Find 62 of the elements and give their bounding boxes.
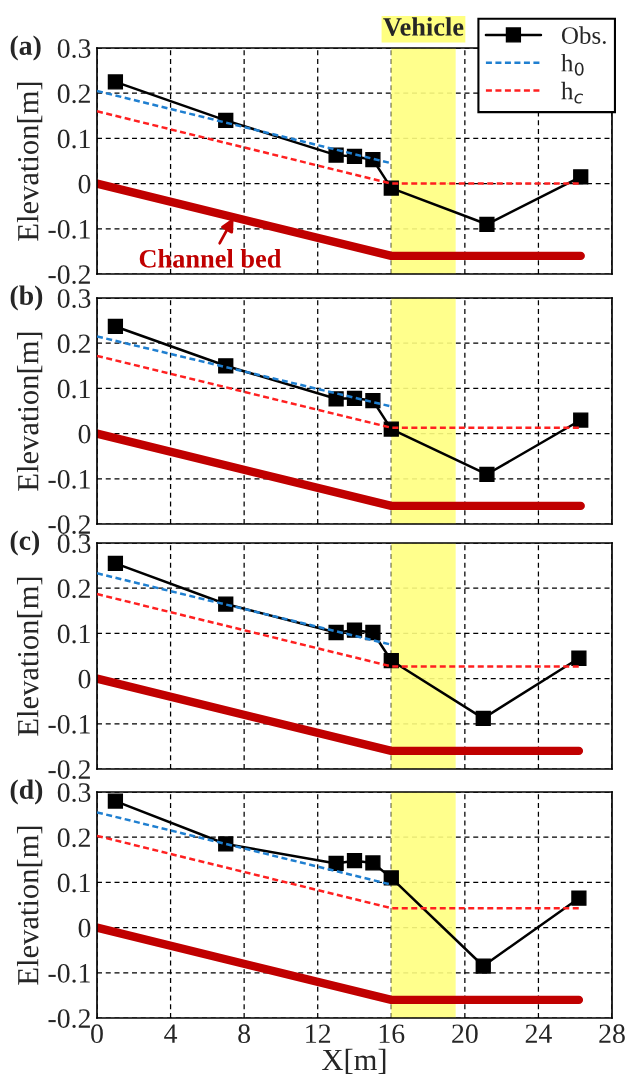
point [571,890,587,906]
point [107,555,124,571]
y-tick-label: 0.2 [57,84,90,104]
y-tick-label: -0.1 [48,219,90,239]
y-tick-label: 0.1 [57,873,90,893]
y-tick-label: -0.2 [48,265,90,285]
annotation: Channel bed [139,249,282,268]
x-tick-label: 12 [306,1024,331,1043]
y-tick-label: -0.1 [48,714,90,734]
y-tick-label: 0.2 [57,828,90,848]
x-tick-label: 28 [599,1024,625,1044]
y-tick-label: -0.1 [48,963,90,983]
y-tick-label: -0.2 [48,760,90,780]
x-tick-label: 8 [238,1024,251,1044]
y-tick-label: -0.2 [48,1009,90,1029]
band-label: Vehicle [383,17,464,36]
point [571,650,587,666]
point [475,710,491,727]
legend-label: Obs. [561,26,606,45]
y-axis-title: Elevation[m] [16,577,43,736]
x-tick-label: 4 [164,1024,178,1043]
y-tick-label: 0 [78,424,91,444]
y-tick-label: -0.2 [48,515,90,535]
y-tick-label: 0.3 [57,783,91,803]
chart-title: (a) [10,35,41,61]
y-tick-label: 0.3 [57,534,91,554]
y-axis-title: Elevation[m] [16,826,43,985]
point [573,169,589,185]
point [107,74,124,90]
y-tick-label: 0.3 [57,289,91,309]
point [107,318,124,335]
point [365,855,381,871]
y-tick-label: 0 [78,669,91,689]
point [479,216,495,232]
y-tick-label: 0.2 [57,334,90,354]
point [107,793,124,809]
y-tick-label: 0.1 [57,379,90,399]
y-tick-label: 0 [78,174,91,194]
y-tick-label: -0.1 [48,469,90,489]
point [573,412,589,428]
chart-title: (c) [10,530,40,556]
y-axis-title: Elevation[m] [16,332,43,491]
legend-label: h$_{c}$ [561,81,584,104]
x-tick-label: 24 [525,1024,552,1043]
x-tick-label: 16 [379,1024,405,1044]
y-tick-label: 0.3 [57,39,91,59]
legend-label: h$_{0}$ [561,54,584,76]
y-tick-label: 0 [78,918,91,938]
point [346,853,363,869]
x-axis-title: X[m] [322,1048,386,1075]
y-tick-label: 0.2 [57,579,90,599]
point [479,466,495,482]
y-axis-title: Elevation[m] [16,82,43,241]
chart-title: (d) [10,779,43,805]
x-tick-label: 20 [452,1024,478,1044]
point [365,624,381,641]
point [383,870,399,886]
y-tick-label: 0.1 [57,624,90,644]
point [475,958,491,974]
chart-title: (b) [10,285,43,311]
y-tick-label: 0.1 [57,129,90,149]
point [328,855,344,872]
